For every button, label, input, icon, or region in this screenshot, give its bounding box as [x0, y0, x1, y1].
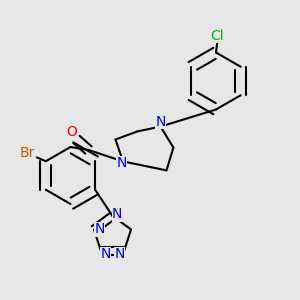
- Text: N: N: [112, 208, 122, 221]
- Text: N: N: [155, 115, 166, 129]
- Text: N: N: [94, 223, 104, 236]
- Text: Br: Br: [19, 146, 34, 161]
- Text: O: O: [67, 125, 77, 139]
- Text: Cl: Cl: [211, 29, 224, 43]
- Text: N: N: [100, 247, 111, 261]
- Text: N: N: [116, 156, 127, 170]
- Text: N: N: [114, 247, 124, 261]
